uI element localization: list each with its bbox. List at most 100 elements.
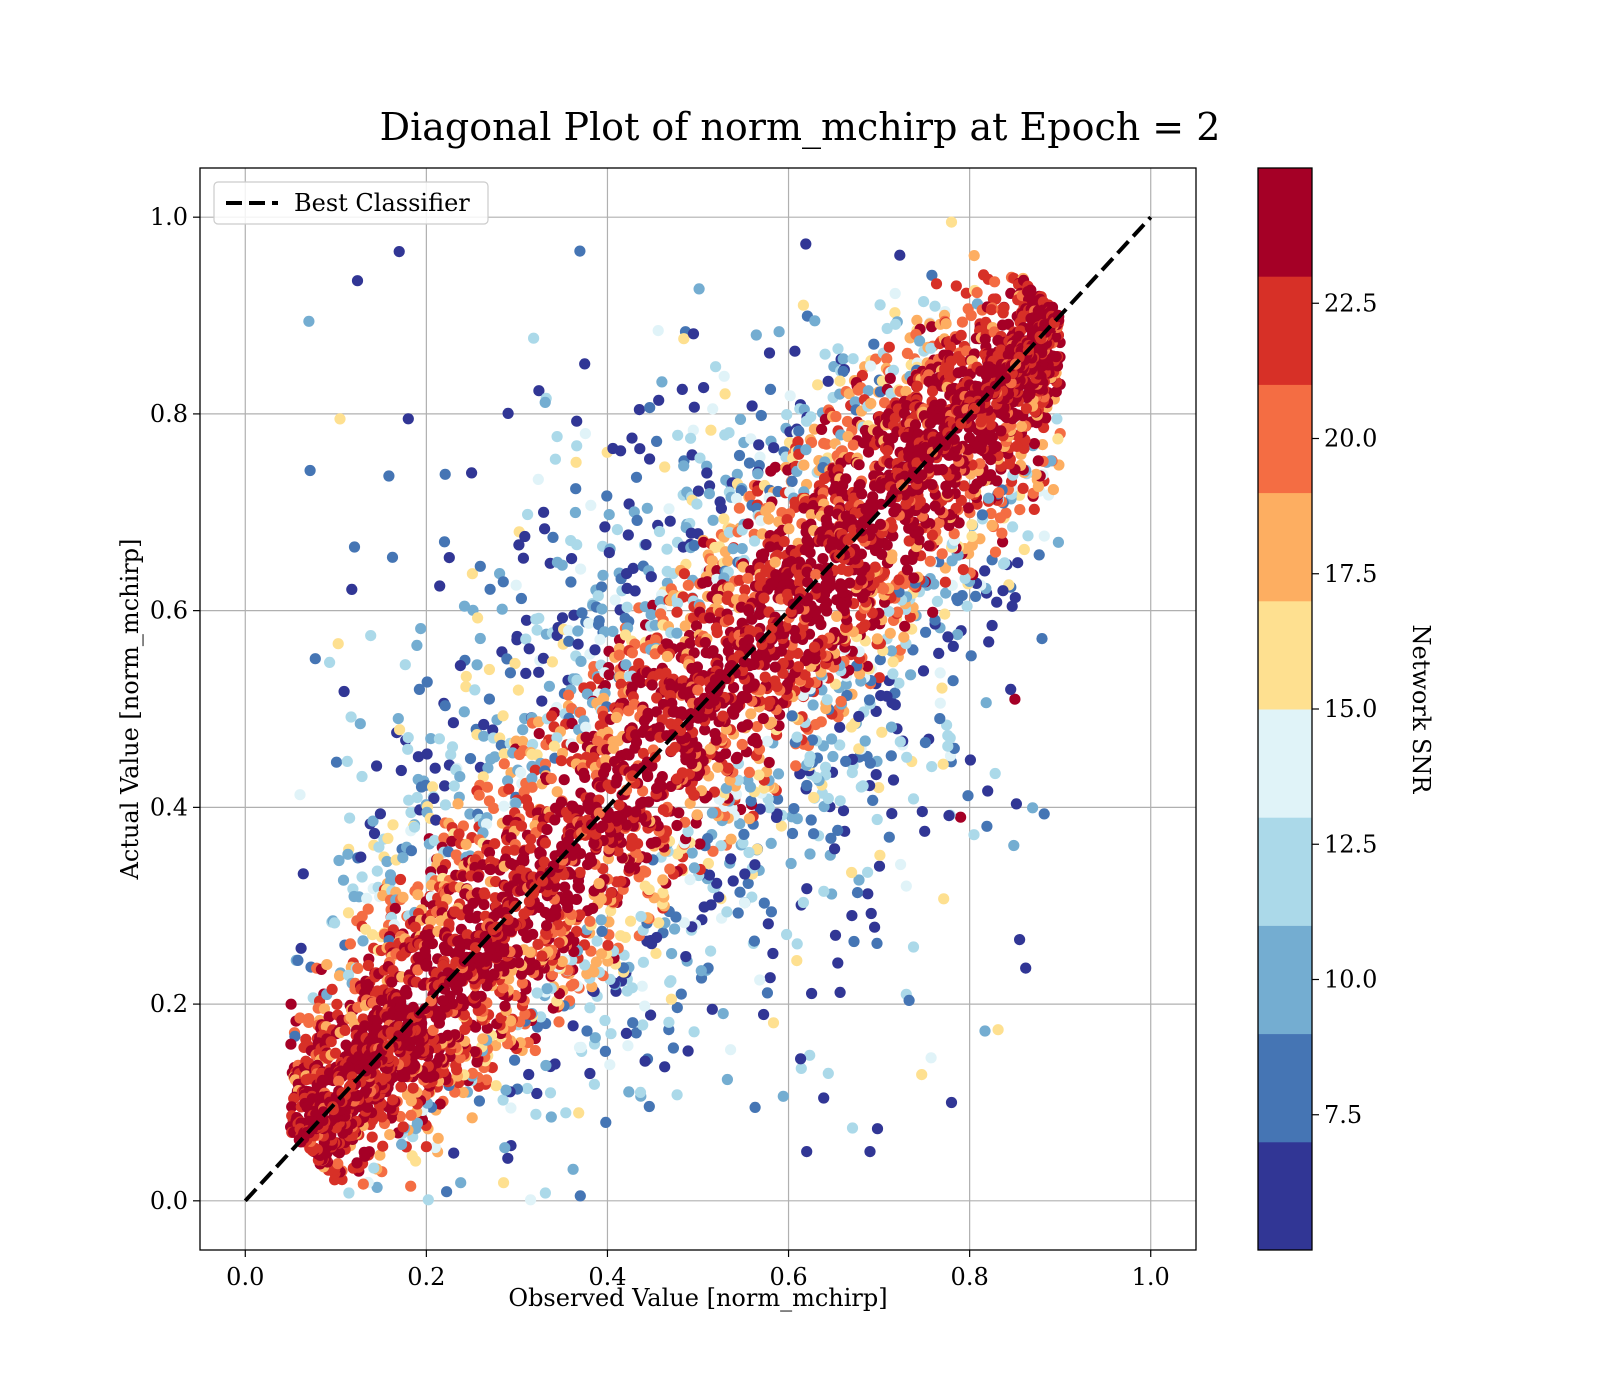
scatter-point xyxy=(819,348,831,360)
scatter-point xyxy=(855,781,867,793)
scatter-point xyxy=(411,639,423,652)
scatter-point xyxy=(718,513,730,525)
scatter-point xyxy=(908,572,920,584)
scatter-point xyxy=(611,524,624,536)
scatter-point xyxy=(623,498,635,510)
scatter-point xyxy=(591,935,603,947)
scatter-point xyxy=(873,782,885,794)
scatter-point xyxy=(495,739,507,751)
scatter-point xyxy=(399,659,411,671)
scatter-point xyxy=(883,341,895,353)
scatter-point xyxy=(521,1082,533,1095)
scatter-point xyxy=(613,799,625,811)
scatter-point xyxy=(593,877,605,890)
scatter-point xyxy=(788,624,800,637)
scatter-point xyxy=(467,1067,479,1079)
scatter-point xyxy=(626,432,638,444)
scatter-point xyxy=(826,733,838,745)
scatter-point xyxy=(297,868,309,880)
scatter-point xyxy=(725,1044,737,1056)
scatter-point xyxy=(515,820,528,832)
scatter-point xyxy=(563,838,575,850)
scatter-point xyxy=(809,315,821,327)
scatter-point xyxy=(887,432,899,444)
scatter-point xyxy=(392,713,404,725)
scatter-point xyxy=(623,862,636,874)
scatter-point xyxy=(710,361,722,373)
scatter-point xyxy=(914,335,926,347)
scatter-point xyxy=(887,774,900,786)
scatter-point xyxy=(530,1108,542,1120)
scatter-point xyxy=(926,321,938,333)
scatter-point xyxy=(678,568,691,580)
scatter-point xyxy=(723,526,736,539)
scatter-point xyxy=(548,740,561,752)
scatter-point xyxy=(583,617,595,629)
scatter-point xyxy=(526,772,538,784)
scatter-point xyxy=(1030,468,1042,480)
scatter-point xyxy=(487,724,499,736)
scatter-point xyxy=(945,1096,958,1109)
scatter-point xyxy=(483,663,495,676)
scatter-point xyxy=(959,572,971,585)
scatter-point xyxy=(570,456,582,468)
scatter-point xyxy=(733,449,746,462)
scatter-point xyxy=(801,883,813,895)
scatter-point xyxy=(853,743,865,755)
scatter-point xyxy=(730,492,743,505)
scatter-point xyxy=(694,452,706,464)
scatter-point xyxy=(628,506,640,518)
scatter-point xyxy=(704,612,716,624)
scatter-point xyxy=(871,937,883,950)
scatter-point xyxy=(772,793,784,805)
scatter-point xyxy=(481,781,493,793)
scatter-point xyxy=(810,569,822,581)
scatter-point xyxy=(611,876,623,888)
scatter-point xyxy=(873,860,886,872)
scatter-point xyxy=(645,837,658,850)
scatter-point xyxy=(566,553,578,565)
scatter-point xyxy=(519,1008,531,1020)
scatter-point xyxy=(722,555,734,567)
scatter-point xyxy=(1008,839,1020,852)
scatter-point xyxy=(354,718,366,730)
scatter-point xyxy=(753,439,765,451)
scatter-point xyxy=(486,1062,498,1074)
scatter-point xyxy=(567,1020,579,1032)
scatter-point xyxy=(575,655,587,668)
scatter-point xyxy=(706,555,719,567)
scatter-point xyxy=(1006,600,1018,612)
scatter-point xyxy=(682,1045,694,1057)
scatter-point xyxy=(285,1038,297,1050)
scatter-point xyxy=(529,1044,541,1057)
scatter-point xyxy=(603,547,615,559)
scatter-point xyxy=(545,772,557,785)
scatter-point xyxy=(466,467,478,479)
scatter-point xyxy=(934,697,946,709)
scatter-point xyxy=(498,748,510,760)
scatter-point xyxy=(805,411,817,423)
scatter-point xyxy=(799,669,811,681)
scatter-point xyxy=(703,488,716,500)
scatter-point xyxy=(748,935,761,947)
scatter-point xyxy=(1020,962,1032,974)
scatter-point xyxy=(777,1090,789,1102)
scatter-point xyxy=(919,825,931,837)
scatter-point xyxy=(633,404,646,416)
scatter-point xyxy=(342,848,354,860)
scatter-point xyxy=(505,1015,517,1027)
scatter-point xyxy=(900,554,912,567)
scatter-point xyxy=(570,483,582,495)
scatter-point xyxy=(446,835,458,847)
scatter-point xyxy=(1022,530,1034,542)
scatter-point xyxy=(711,565,723,577)
scatter-point xyxy=(705,945,717,957)
scatter-point xyxy=(539,523,551,535)
scatter-point xyxy=(687,328,700,340)
scatter-point xyxy=(645,609,657,621)
scatter-point xyxy=(728,681,740,694)
scatter-point xyxy=(929,300,941,312)
scatter-point xyxy=(893,574,905,586)
scatter-point xyxy=(295,942,307,954)
scatter-point xyxy=(422,1194,434,1206)
